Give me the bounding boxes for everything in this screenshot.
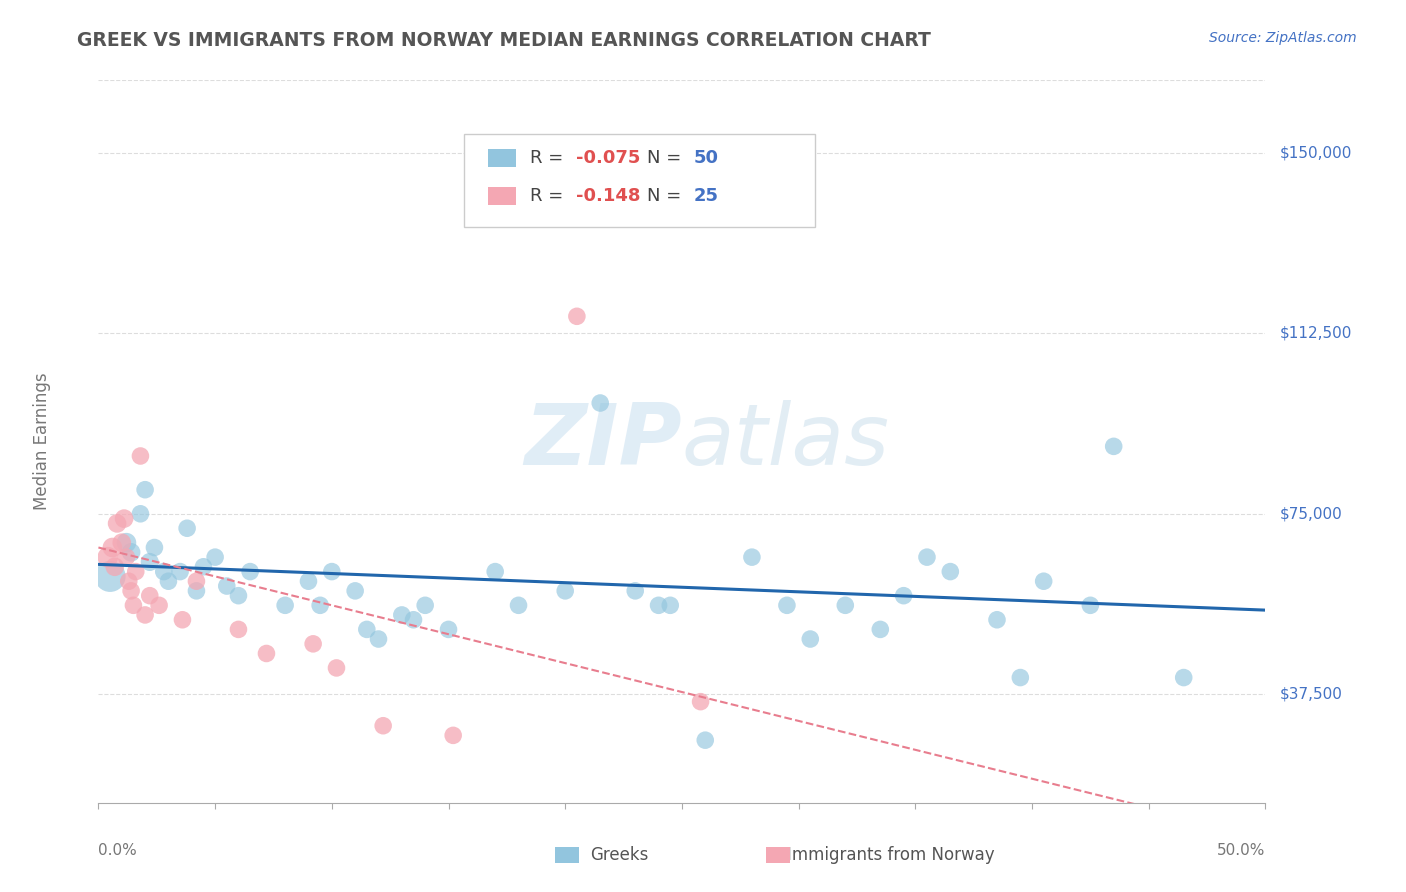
Point: [799, 632, 821, 646]
Point: [484, 565, 506, 579]
Text: R =: R =: [530, 149, 569, 167]
Text: Median Earnings: Median Earnings: [34, 373, 52, 510]
Point: [325, 661, 347, 675]
Point: [134, 483, 156, 497]
Point: [120, 583, 142, 598]
Point: [297, 574, 319, 589]
Point: [1032, 574, 1054, 589]
Point: [367, 632, 389, 646]
Point: [834, 599, 856, 613]
Point: [309, 599, 332, 613]
Text: Immigrants from Norway: Immigrants from Norway: [787, 846, 995, 863]
Point: [1102, 439, 1125, 453]
Point: [373, 719, 395, 733]
Point: [228, 623, 250, 637]
Text: -0.075: -0.075: [576, 149, 641, 167]
Text: -0.148: -0.148: [576, 187, 641, 205]
Text: $150,000: $150,000: [1279, 145, 1351, 160]
Point: [125, 565, 148, 579]
Point: [193, 559, 215, 574]
Point: [356, 623, 378, 637]
Text: GREEK VS IMMIGRANTS FROM NORWAY MEDIAN EARNINGS CORRELATION CHART: GREEK VS IMMIGRANTS FROM NORWAY MEDIAN E…: [77, 31, 931, 50]
Point: [118, 574, 141, 589]
Point: [239, 565, 262, 579]
Point: [215, 579, 238, 593]
Point: [122, 599, 145, 613]
Text: R =: R =: [530, 187, 569, 205]
Point: [134, 607, 156, 622]
Point: [204, 550, 226, 565]
Point: [441, 728, 464, 742]
Point: [157, 574, 180, 589]
Point: [776, 599, 799, 613]
Text: 0.0%: 0.0%: [98, 843, 138, 857]
Point: [402, 613, 425, 627]
Text: Source: ZipAtlas.com: Source: ZipAtlas.com: [1209, 31, 1357, 45]
Point: [508, 599, 530, 613]
Text: $112,500: $112,500: [1279, 326, 1351, 341]
Point: [115, 550, 138, 565]
Point: [228, 589, 250, 603]
Point: [186, 574, 208, 589]
Point: [869, 623, 891, 637]
Point: [893, 589, 915, 603]
Point: [101, 541, 124, 555]
Point: [274, 599, 297, 613]
Text: 25: 25: [693, 187, 718, 205]
Point: [624, 583, 647, 598]
Point: [105, 516, 128, 531]
Point: [565, 310, 588, 324]
Text: 50.0%: 50.0%: [1218, 843, 1265, 857]
Text: Greeks: Greeks: [591, 846, 650, 863]
Text: N =: N =: [647, 187, 686, 205]
Point: [1010, 671, 1032, 685]
Point: [169, 565, 191, 579]
Point: [915, 550, 938, 565]
Text: 50: 50: [693, 149, 718, 167]
Point: [939, 565, 962, 579]
Point: [115, 535, 138, 549]
Text: N =: N =: [647, 149, 686, 167]
Text: $75,000: $75,000: [1279, 507, 1343, 521]
Point: [256, 647, 278, 661]
Point: [302, 637, 325, 651]
Point: [97, 550, 120, 565]
Point: [129, 449, 152, 463]
Point: [143, 541, 166, 555]
Point: [152, 565, 174, 579]
Point: [139, 589, 162, 603]
Point: [172, 613, 194, 627]
Point: [129, 507, 152, 521]
Point: [139, 555, 162, 569]
Point: [647, 599, 669, 613]
Point: [695, 733, 717, 747]
Point: [111, 535, 134, 549]
Point: [98, 569, 121, 583]
Text: $37,500: $37,500: [1279, 687, 1343, 702]
Point: [186, 583, 208, 598]
Point: [321, 565, 343, 579]
Point: [176, 521, 198, 535]
Point: [554, 583, 576, 598]
Text: atlas: atlas: [682, 400, 890, 483]
Point: [413, 599, 436, 613]
Point: [741, 550, 763, 565]
Point: [104, 559, 127, 574]
Point: [986, 613, 1008, 627]
Text: ZIP: ZIP: [524, 400, 682, 483]
Point: [1173, 671, 1195, 685]
Point: [391, 607, 413, 622]
Point: [689, 695, 711, 709]
Point: [659, 599, 682, 613]
Point: [120, 545, 142, 559]
Point: [148, 599, 170, 613]
Point: [589, 396, 612, 410]
Point: [112, 511, 135, 525]
Point: [437, 623, 460, 637]
Point: [344, 583, 367, 598]
Point: [1080, 599, 1102, 613]
